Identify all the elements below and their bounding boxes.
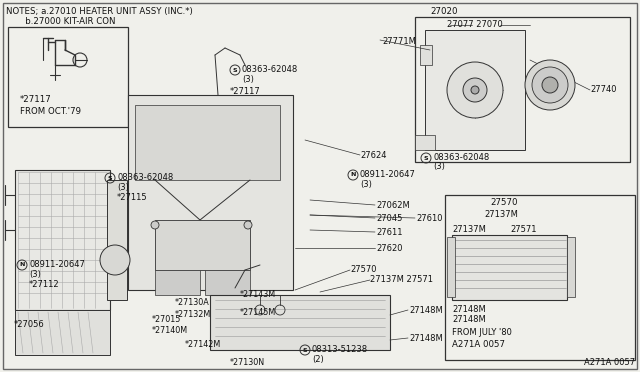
- Text: 27620: 27620: [376, 244, 403, 253]
- Text: 08363-62048: 08363-62048: [117, 173, 173, 182]
- Bar: [415, 17, 630, 162]
- Text: A271A 0057: A271A 0057: [452, 340, 505, 349]
- Text: (3): (3): [117, 183, 129, 192]
- Circle shape: [542, 77, 558, 93]
- Bar: [420, 45, 432, 65]
- Bar: [415, 135, 435, 150]
- Text: 27148M: 27148M: [409, 334, 443, 343]
- Bar: [128, 95, 293, 290]
- Text: FROM JULY '80: FROM JULY '80: [452, 328, 512, 337]
- Text: 27020: 27020: [430, 7, 458, 16]
- Text: *27117: *27117: [20, 95, 52, 104]
- Text: *27015: *27015: [152, 315, 181, 324]
- Text: 27062M: 27062M: [376, 201, 410, 210]
- Text: (3): (3): [433, 162, 445, 171]
- Text: (3): (3): [360, 180, 372, 189]
- Bar: [210, 295, 390, 350]
- Text: *27056: *27056: [14, 320, 45, 329]
- Bar: [155, 270, 200, 295]
- Text: 27137M: 27137M: [484, 210, 518, 219]
- Text: *27112: *27112: [29, 280, 60, 289]
- Bar: [447, 237, 455, 297]
- Text: 27570: 27570: [350, 265, 376, 274]
- Text: 08911-20647: 08911-20647: [29, 260, 85, 269]
- Circle shape: [471, 86, 479, 94]
- Text: b.27000 KIT-AIR CON: b.27000 KIT-AIR CON: [6, 17, 115, 26]
- Bar: [567, 237, 575, 297]
- Circle shape: [525, 60, 575, 110]
- Text: 27610: 27610: [416, 214, 442, 223]
- Text: 08911-20647: 08911-20647: [360, 170, 416, 179]
- Bar: [8, 27, 128, 127]
- Text: S: S: [233, 67, 237, 73]
- Text: NOTES; a.27010 HEATER UNIT ASSY (INC.*): NOTES; a.27010 HEATER UNIT ASSY (INC.*): [6, 7, 193, 16]
- Bar: [205, 270, 250, 295]
- Text: *27132M: *27132M: [175, 310, 211, 319]
- Circle shape: [463, 78, 487, 102]
- Text: 27148M: 27148M: [409, 306, 443, 315]
- Text: (2): (2): [312, 355, 324, 364]
- Text: 27571: 27571: [510, 225, 536, 234]
- Text: FROM OCT.'79: FROM OCT.'79: [20, 107, 81, 116]
- Text: (3): (3): [242, 75, 254, 84]
- Text: S: S: [303, 347, 307, 353]
- Circle shape: [151, 221, 159, 229]
- Text: 27611: 27611: [376, 228, 403, 237]
- Text: 08363-62048: 08363-62048: [433, 153, 489, 162]
- Bar: [107, 180, 127, 300]
- Text: *27117: *27117: [230, 87, 260, 96]
- Circle shape: [447, 62, 503, 118]
- Text: 27148M: 27148M: [452, 305, 486, 314]
- Text: *27130A: *27130A: [175, 298, 210, 307]
- Circle shape: [100, 245, 130, 275]
- Bar: [425, 30, 525, 150]
- Text: *27130N: *27130N: [230, 358, 265, 367]
- Text: 27624: 27624: [360, 151, 387, 160]
- Text: A271A 0057: A271A 0057: [584, 358, 635, 367]
- Bar: [15, 170, 110, 310]
- Bar: [445, 195, 635, 360]
- Text: 27077 27070: 27077 27070: [447, 20, 503, 29]
- Bar: [135, 105, 280, 180]
- Text: S: S: [424, 155, 428, 160]
- Text: *27143M: *27143M: [240, 290, 276, 299]
- Text: 27570: 27570: [490, 198, 518, 207]
- Text: *27145M: *27145M: [240, 308, 276, 317]
- Text: *27140M: *27140M: [152, 326, 188, 335]
- Text: (3): (3): [29, 270, 41, 279]
- Circle shape: [244, 221, 252, 229]
- Bar: [15, 310, 110, 355]
- Text: S: S: [108, 176, 112, 180]
- Circle shape: [532, 67, 568, 103]
- Text: 27045: 27045: [376, 214, 403, 223]
- Text: 08363-62048: 08363-62048: [242, 65, 298, 74]
- Text: 27137M 27571: 27137M 27571: [370, 275, 433, 284]
- Bar: [155, 220, 250, 270]
- Text: 27137M: 27137M: [452, 225, 486, 234]
- Text: *27115: *27115: [117, 193, 148, 202]
- Text: 27148M: 27148M: [452, 315, 486, 324]
- Bar: [452, 235, 567, 300]
- Text: 27740: 27740: [590, 85, 616, 94]
- Text: *27142M: *27142M: [185, 340, 221, 349]
- Text: 08313-51238: 08313-51238: [312, 345, 368, 354]
- Text: N: N: [350, 173, 356, 177]
- Text: 27771M: 27771M: [382, 37, 416, 46]
- Text: N: N: [19, 263, 25, 267]
